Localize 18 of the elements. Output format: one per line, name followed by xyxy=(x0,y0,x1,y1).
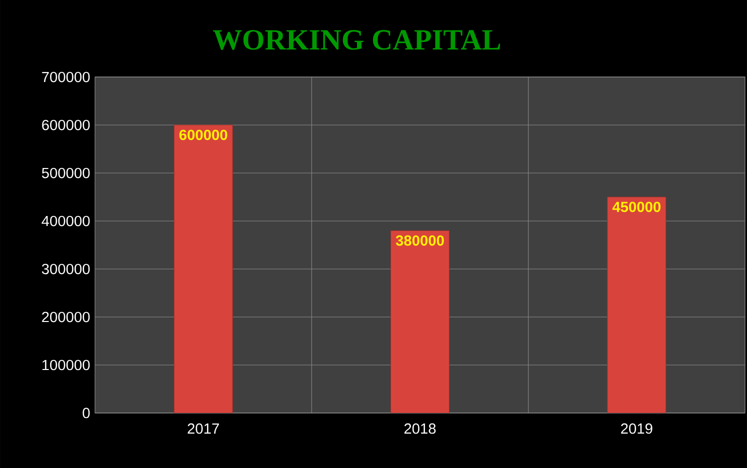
bar xyxy=(174,124,233,413)
y-tick-label: 700000 xyxy=(42,72,90,82)
y-tick-label: 600000 xyxy=(42,120,90,130)
y-tick-label: 400000 xyxy=(42,216,90,226)
y-tick-label: 300000 xyxy=(42,264,90,274)
y-tick-label: 200000 xyxy=(42,312,90,322)
y-tick-label: 0 xyxy=(82,408,90,418)
data-label: 380000 xyxy=(396,235,444,246)
data-label: 450000 xyxy=(612,202,661,212)
y-tick-label: 500000 xyxy=(42,168,90,178)
bar xyxy=(607,196,666,413)
bar xyxy=(390,230,450,413)
data-label: 600000 xyxy=(179,130,228,140)
x-tick-label: 2017 xyxy=(188,423,219,434)
y-tick-label: 100000 xyxy=(42,360,90,370)
chart-title: WORKING CAPITAL xyxy=(213,30,500,50)
x-tick-label: 2018 xyxy=(404,423,436,434)
x-tick-label: 2019 xyxy=(621,423,652,434)
